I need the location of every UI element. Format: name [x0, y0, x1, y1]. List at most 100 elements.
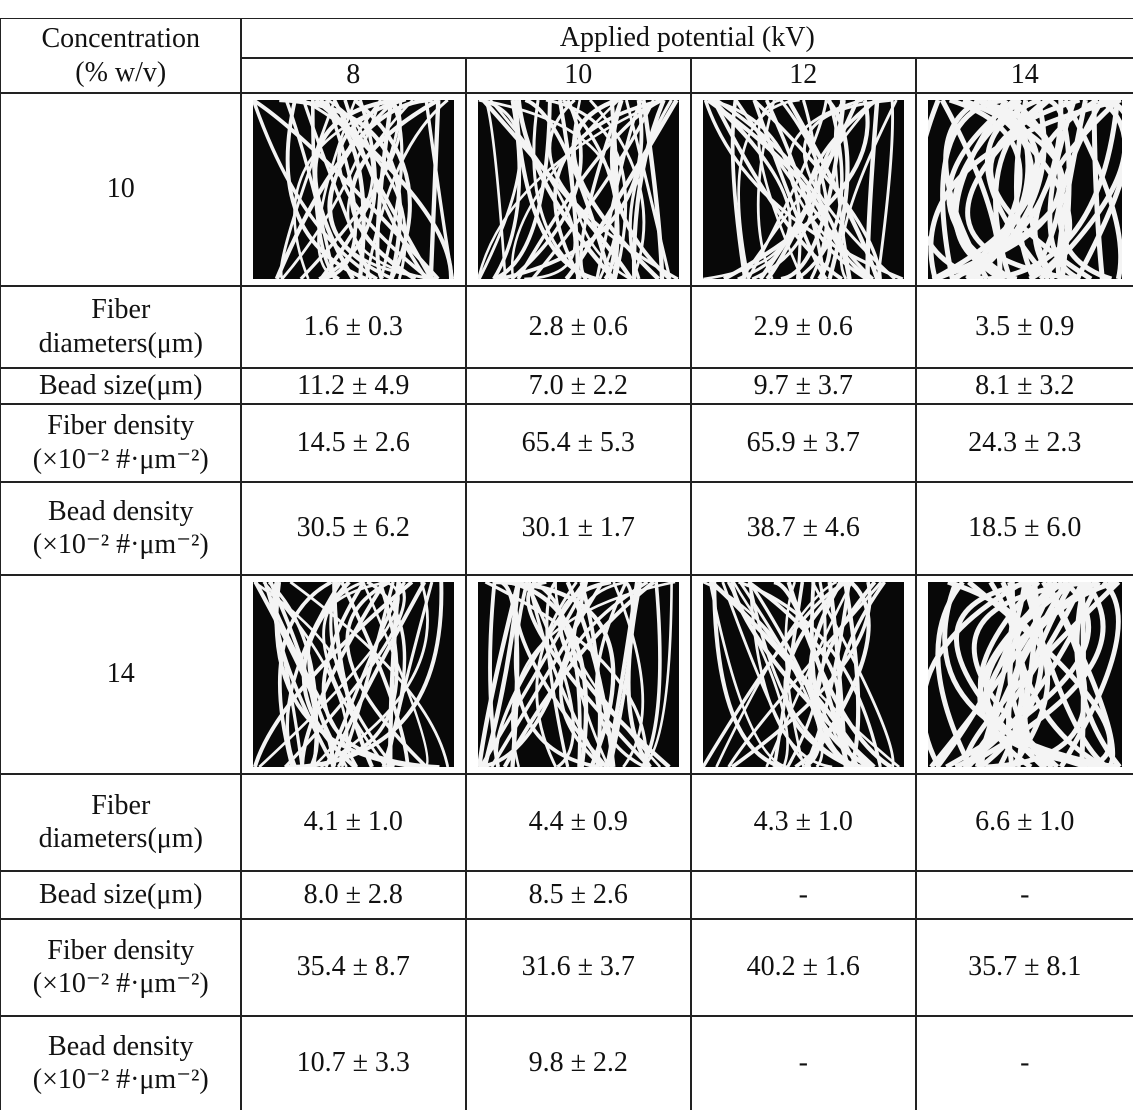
cell-text: 35.7 ± 8.1	[968, 950, 1081, 984]
sem-image	[703, 582, 904, 767]
image-cell	[240, 574, 467, 775]
image-cell	[465, 92, 692, 287]
cell-text: 4.4 ± 0.9	[529, 805, 628, 839]
cell-text: Bead density	[48, 495, 193, 529]
sem-image	[478, 100, 679, 279]
cell-text: 1.6 ± 0.3	[304, 310, 403, 344]
value-cell: 10.7 ± 3.3	[240, 1015, 467, 1110]
cell-text: 6.6 ± 1.0	[975, 805, 1074, 839]
cell-text: 38.7 ± 4.6	[747, 511, 860, 545]
value-cell: 2.8 ± 0.6	[465, 285, 692, 369]
cell-text: 31.6 ± 3.7	[522, 950, 635, 984]
cell-text: Bead size(μm)	[39, 878, 203, 912]
cell-text: 8	[346, 58, 360, 92]
cell-text: (×10⁻² #·μm⁻²)	[33, 528, 209, 562]
value-cell: -	[690, 870, 917, 920]
cell-text: 8.5 ± 2.6	[529, 878, 628, 912]
cell-text: (×10⁻² #·μm⁻²)	[33, 967, 209, 1001]
sem-image	[253, 582, 454, 767]
sem-image	[253, 100, 454, 279]
value-cell: 14.5 ± 2.6	[240, 403, 467, 483]
cell-text: 3.5 ± 0.9	[975, 310, 1074, 344]
value-cell: 4.3 ± 1.0	[690, 773, 917, 872]
table-page: Concentration(% w/v) Applied potential (k…	[0, 0, 1133, 1110]
cell-text: (×10⁻² #·μm⁻²)	[33, 1063, 209, 1097]
cell-text: 65.9 ± 3.7	[747, 426, 860, 460]
value-cell: 31.6 ± 3.7	[465, 918, 692, 1017]
cell-text: Fiber density	[47, 409, 194, 443]
cell-text: Applied potential (kV)	[560, 21, 815, 55]
value-cell: 8.5 ± 2.6	[465, 870, 692, 920]
value-cell: 65.9 ± 3.7	[690, 403, 917, 483]
value-cell: -	[915, 870, 1133, 920]
cell-text: 18.5 ± 6.0	[968, 511, 1081, 545]
row-label: Bead size(μm)	[0, 367, 242, 405]
cell-text: 2.9 ± 0.6	[754, 310, 853, 344]
value-cell: 3.5 ± 0.9	[915, 285, 1133, 369]
potential-header: Applied potential (kV)	[240, 18, 1133, 59]
cell-text: 2.8 ± 0.6	[529, 310, 628, 344]
cell-text: diameters(μm)	[39, 327, 203, 361]
sem-image	[478, 582, 679, 767]
cell-text: 4.1 ± 1.0	[304, 805, 403, 839]
cell-text: -	[1020, 878, 1029, 912]
image-cell	[915, 92, 1133, 287]
sem-image	[928, 582, 1122, 767]
value-cell: 9.8 ± 2.2	[465, 1015, 692, 1110]
cell-text: 35.4 ± 8.7	[297, 950, 410, 984]
cell-text: 10.7 ± 3.3	[297, 1046, 410, 1080]
value-cell: 65.4 ± 5.3	[465, 403, 692, 483]
potential: 8	[240, 57, 467, 94]
image-cell	[690, 574, 917, 775]
value-cell: 8.1 ± 3.2	[915, 367, 1133, 405]
image-cell	[240, 92, 467, 287]
cell-text: Concentration	[41, 22, 200, 56]
concentration: 14	[0, 574, 242, 775]
value-cell: 2.9 ± 0.6	[690, 285, 917, 369]
cell-text: 9.7 ± 3.7	[754, 369, 853, 403]
row-label: Bead size(μm)	[0, 870, 242, 920]
cell-text: -	[1020, 1046, 1029, 1080]
cell-text: 30.1 ± 1.7	[522, 511, 635, 545]
potential: 10	[465, 57, 692, 94]
cell-text: 14	[107, 657, 135, 691]
value-cell: 1.6 ± 0.3	[240, 285, 467, 369]
value-cell: 35.7 ± 8.1	[915, 918, 1133, 1017]
row-label: Bead density(×10⁻² #·μm⁻²)	[0, 481, 242, 576]
cell-text: 30.5 ± 6.2	[297, 511, 410, 545]
cell-text: 14	[1011, 58, 1039, 92]
value-cell: 18.5 ± 6.0	[915, 481, 1133, 576]
value-cell: 30.1 ± 1.7	[465, 481, 692, 576]
image-cell	[915, 574, 1133, 775]
value-cell: 30.5 ± 6.2	[240, 481, 467, 576]
cell-text: 24.3 ± 2.3	[968, 426, 1081, 460]
cell-text: 14.5 ± 2.6	[297, 426, 410, 460]
cell-text: 8.0 ± 2.8	[304, 878, 403, 912]
value-cell: 4.1 ± 1.0	[240, 773, 467, 872]
value-cell: 9.7 ± 3.7	[690, 367, 917, 405]
row-label: Fiber density(×10⁻² #·μm⁻²)	[0, 403, 242, 483]
cell-text: Fiber density	[47, 934, 194, 968]
cell-text: 8.1 ± 3.2	[975, 369, 1074, 403]
cell-text: 40.2 ± 1.6	[747, 950, 860, 984]
cell-text: -	[799, 878, 808, 912]
corner-header: Concentration(% w/v)	[0, 18, 242, 94]
cell-text: (% w/v)	[75, 56, 166, 90]
potential: 12	[690, 57, 917, 94]
cell-text: 10	[564, 58, 592, 92]
value-cell: -	[690, 1015, 917, 1110]
value-cell: 7.0 ± 2.2	[465, 367, 692, 405]
cell-text: Fiber	[91, 293, 150, 327]
sem-image	[703, 100, 904, 279]
cell-text: diameters(μm)	[39, 822, 203, 856]
concentration: 10	[0, 92, 242, 287]
cell-text: 4.3 ± 1.0	[754, 805, 853, 839]
value-cell: 38.7 ± 4.6	[690, 481, 917, 576]
cell-text: Bead size(μm)	[39, 369, 203, 403]
cell-text: Bead density	[48, 1030, 193, 1064]
cell-text: 9.8 ± 2.2	[529, 1046, 628, 1080]
image-cell	[690, 92, 917, 287]
cell-text: 7.0 ± 2.2	[529, 369, 628, 403]
